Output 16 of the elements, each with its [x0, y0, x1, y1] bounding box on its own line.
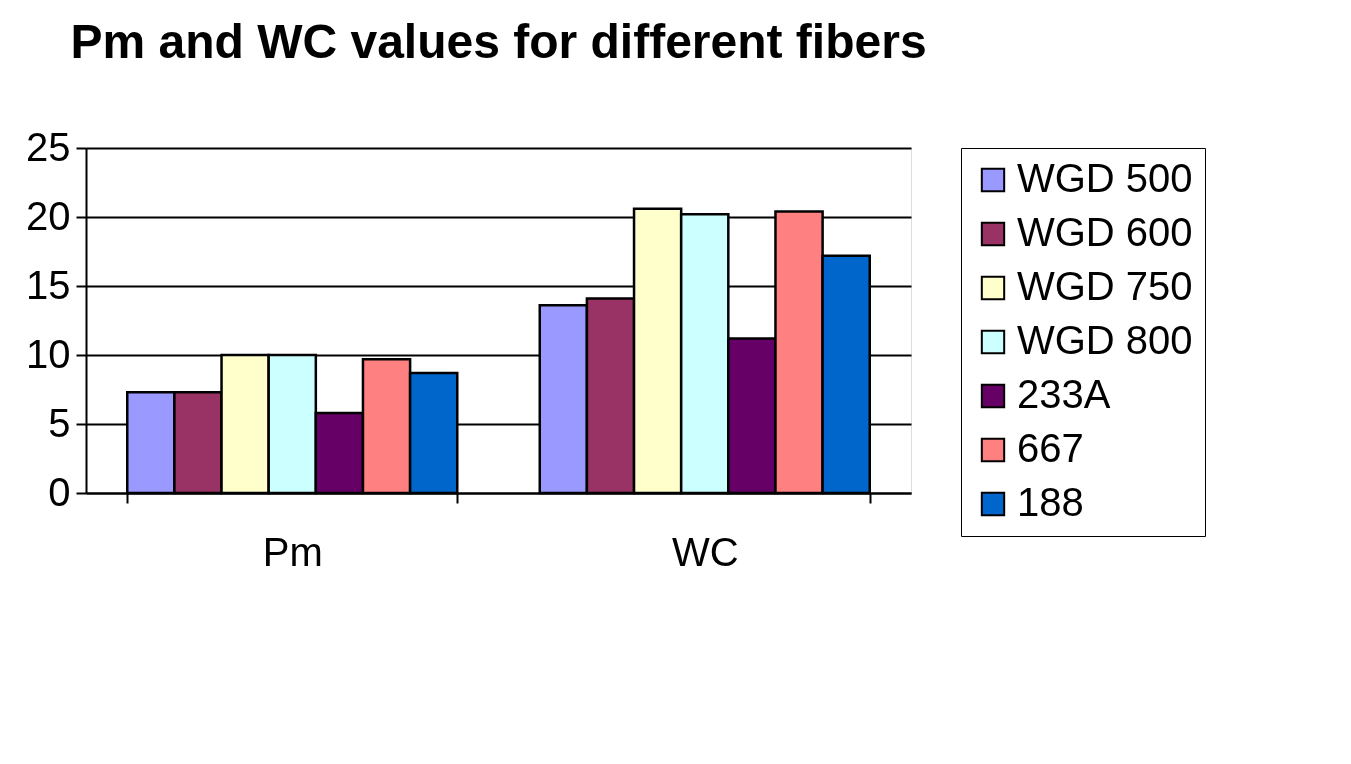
legend-label: WGD 750 [1017, 264, 1193, 308]
y-tick-label: 0 [48, 469, 71, 514]
y-tick-label: 10 [26, 331, 71, 376]
legend-label: WGD 600 [1017, 210, 1193, 254]
y-tick-label: 5 [48, 400, 71, 445]
legend-label: 233A [1017, 372, 1111, 416]
y-tick-label: 20 [26, 193, 71, 238]
legend-label: WGD 800 [1017, 318, 1193, 362]
x-tick-label: Pm [262, 529, 323, 574]
chart-title: Pm and WC values for different fibers [70, 15, 927, 68]
legend-label: 667 [1017, 426, 1084, 470]
x-tick-label: WC [671, 529, 739, 574]
y-tick-label: 25 [26, 124, 71, 169]
legend-label: WGD 500 [1017, 156, 1193, 200]
y-tick-label: 15 [26, 262, 71, 307]
legend-label: 188 [1017, 480, 1084, 524]
